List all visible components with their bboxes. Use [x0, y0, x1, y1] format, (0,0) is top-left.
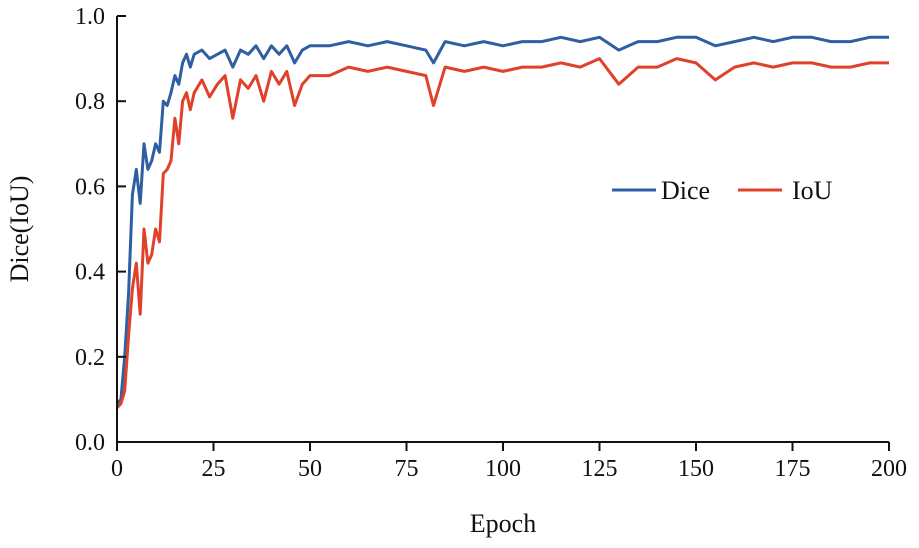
- x-tick-label: 200: [871, 456, 907, 482]
- y-tick-label: 0.0: [75, 430, 105, 456]
- y-tick-label: 1.0: [75, 4, 105, 30]
- y-axis-title: Dice(IoU): [5, 176, 34, 283]
- y-tick-label: 0.6: [75, 174, 105, 200]
- x-tick-label: 25: [202, 456, 226, 482]
- x-tick-label: 50: [298, 456, 322, 482]
- legend: Dice IoU: [612, 176, 833, 205]
- x-tick-label: 125: [582, 456, 618, 482]
- x-tick-label: 100: [485, 456, 521, 482]
- x-tick-label: 150: [678, 456, 714, 482]
- legend-label-dice: Dice: [661, 176, 710, 205]
- x-axis-title: Epoch: [470, 509, 536, 538]
- series-line-dice: [115, 35, 889, 405]
- legend-label-iou: IoU: [792, 176, 833, 205]
- axes: [116, 16, 889, 443]
- y-tick-label: 0.4: [75, 260, 105, 286]
- plot-lines: [115, 35, 889, 409]
- y-ticks: 0.0 0.2 0.4 0.6 0.8 1.0: [75, 4, 126, 456]
- x-tick-label: 0: [111, 456, 123, 482]
- x-tick-label: 75: [395, 456, 419, 482]
- x-tick-label: 175: [775, 456, 811, 482]
- y-tick-label: 0.8: [75, 89, 105, 115]
- y-tick-label: 0.2: [75, 345, 105, 371]
- x-ticks: 0 25 50 75 100 125 150 175 200: [111, 442, 907, 482]
- series-line-iou: [115, 57, 889, 409]
